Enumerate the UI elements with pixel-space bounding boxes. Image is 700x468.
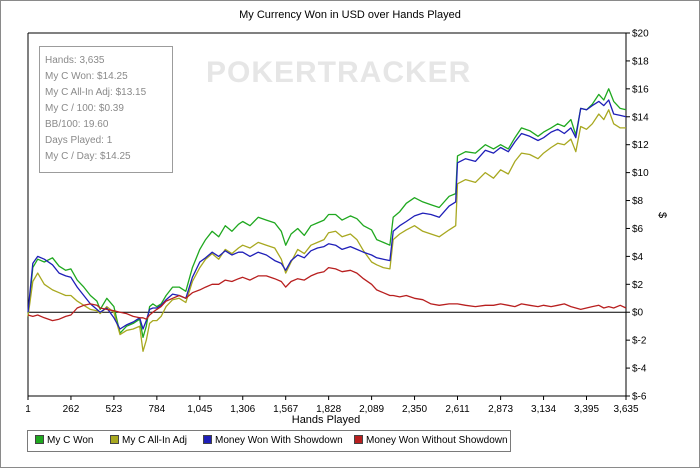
x-tick-label: 2,350 [402,404,427,415]
legend-item-with-showdown[interactable]: Money Won With Showdown [203,435,343,446]
x-tick-label: 2,089 [359,404,384,415]
y-tick-label: $0 [632,308,644,319]
series-line-2 [27,99,627,330]
legend-label: Money Won With Showdown [215,435,343,446]
legend-swatch [35,435,44,444]
y-tick-label: $16 [632,84,649,95]
legend-label: Money Won Without Showdown [366,435,508,446]
x-tick-label: 1,828 [316,404,341,415]
stat-allin-adj: My C All-In Adj: $13.15 [45,87,147,98]
y-tick-label: $18 [632,56,649,67]
x-tick-label: 3,134 [531,404,556,415]
y-tick-label: $10 [632,168,649,179]
stat-won: My C Won: $14.25 [45,71,128,82]
stats-panel: Hands: 3,635 My C Won: $14.25 My C All-I… [39,46,173,173]
legend-swatch [354,435,363,444]
stat-days: Days Played: 1 [45,135,113,146]
x-tick-label: 523 [106,404,123,415]
watermark-logo: POKERTRACKER [206,56,472,89]
x-tick-label: 2,873 [488,404,513,415]
x-tick-label: 1,045 [187,404,212,415]
stat-per-day: My C / Day: $14.25 [45,151,131,162]
x-tick-label: 262 [63,404,80,415]
series-line-1 [27,109,626,352]
chart-title: My Currency Won in USD over Hands Played [239,9,461,21]
legend: My C Won My C All-In Adj Money Won With … [27,430,511,452]
y-tick-label: $-6 [632,392,647,403]
stat-per-100: My C / 100: $0.39 [45,103,124,114]
y-tick-label: $-2 [632,336,647,347]
legend-swatch [203,435,212,444]
stat-bb-100: BB/100: 19.60 [45,119,109,130]
y-tick-label: $6 [632,224,644,235]
x-tick-label: 1,567 [273,404,298,415]
legend-item-without-showdown[interactable]: Money Won Without Showdown [354,435,508,446]
x-tick-label: 3,635 [613,404,638,415]
legend-item-all-in-adj[interactable]: My C All-In Adj [110,435,187,446]
y-tick-label: $-4 [632,364,647,375]
series-line-3 [27,266,627,322]
y-tick-label: $14 [632,112,649,123]
stat-hands: Hands: 3,635 [45,55,105,66]
y-tick-label: $2 [632,280,644,291]
x-tick-label: 3,395 [574,404,599,415]
y-axis-label: $ [656,212,668,218]
x-axis-label: Hands Played [292,414,361,426]
legend-swatch [110,435,119,444]
x-tick-label: 1 [25,404,31,415]
legend-label: My C Won [47,435,94,446]
y-tick-label: $4 [632,252,644,263]
x-tick-label: 2,611 [445,404,470,415]
x-tick-label: 1,306 [230,404,255,415]
legend-item-my-c-won[interactable]: My C Won [35,435,94,446]
series-line-0 [27,88,627,339]
y-tick-label: $8 [632,196,644,207]
y-tick-label: $12 [632,140,649,151]
legend-label: My C All-In Adj [122,435,188,446]
y-tick-label: $20 [632,29,649,40]
x-tick-label: 784 [149,404,166,415]
